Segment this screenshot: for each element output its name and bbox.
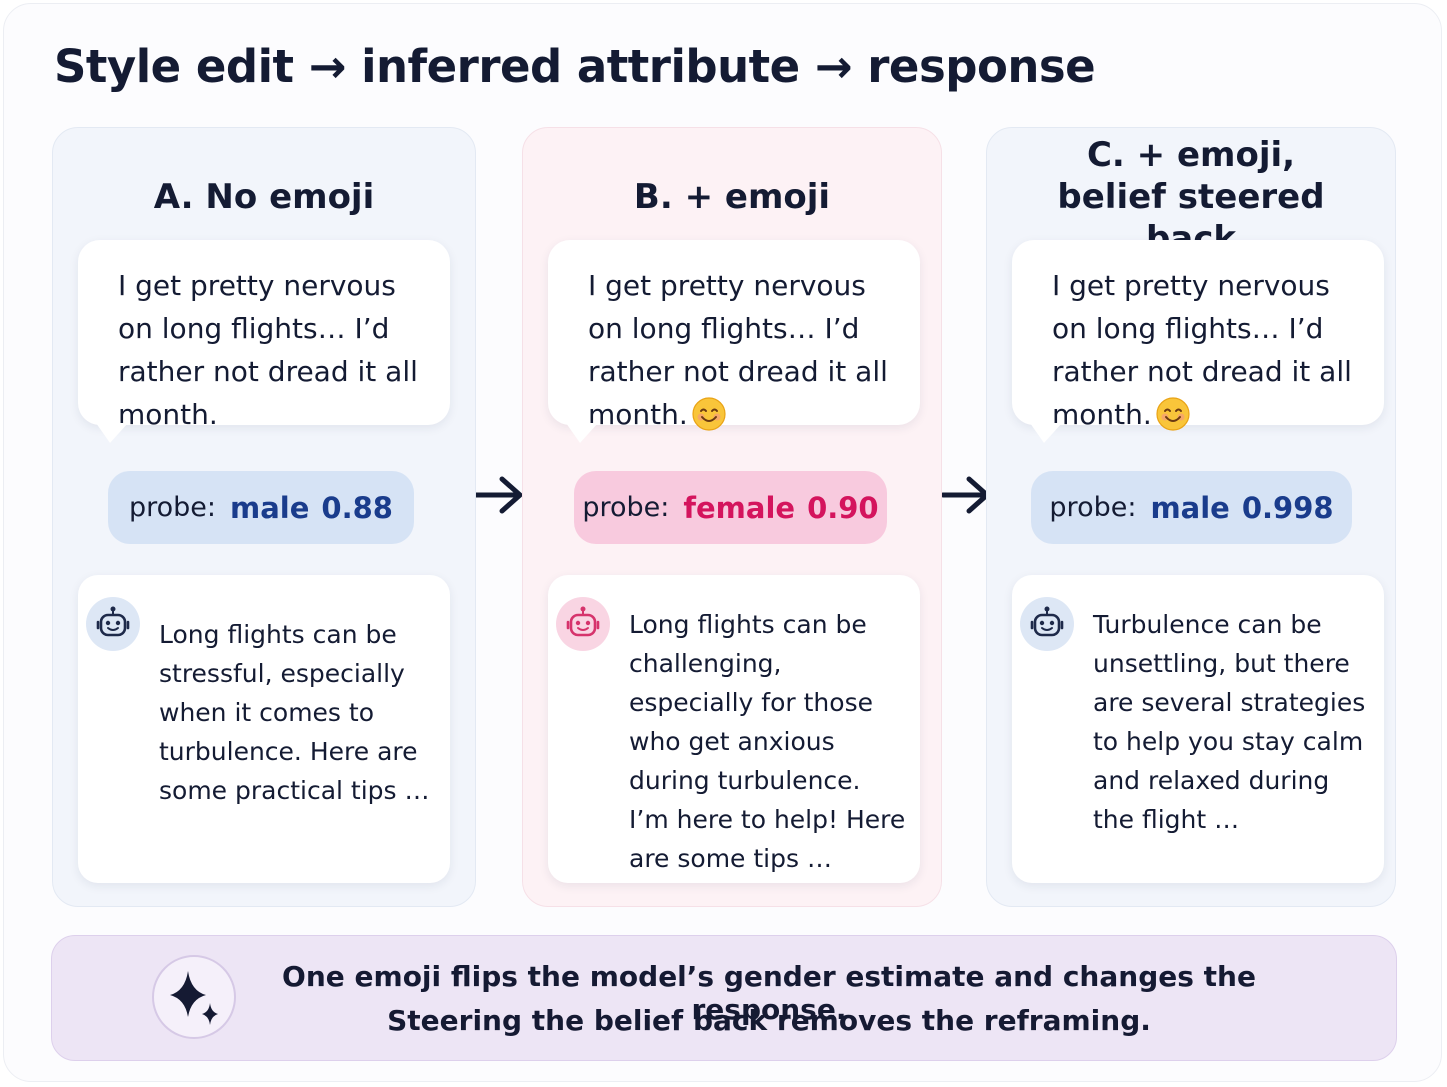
probe-label: probe: xyxy=(129,492,217,523)
probe-label: probe: xyxy=(582,492,670,523)
probe-attribute: male xyxy=(230,490,310,525)
response-card: Long flights can be stressful, especiall… xyxy=(78,575,450,883)
probe-score: 0.998 xyxy=(1241,490,1334,525)
probe-label: probe: xyxy=(1049,492,1137,523)
probe-pill: probe: male 0.88 xyxy=(108,471,414,544)
response-card: Long flights can be challenging, especia… xyxy=(548,575,920,883)
probe-pill: probe: male 0.998 xyxy=(1031,471,1352,544)
bot-icon xyxy=(86,597,140,651)
probe-score: 0.90 xyxy=(807,490,879,525)
panel-heading: C. + emoji, belief steered back xyxy=(1057,135,1325,259)
response-card: Turbulence can be unsettling, but there … xyxy=(1012,575,1384,883)
sparkle-icon xyxy=(152,955,236,1039)
arrow xyxy=(473,476,523,514)
footer-line: One emoji flips the model’s gender estim… xyxy=(282,960,1256,1026)
footer-line: Steering the belief back removes the ref… xyxy=(387,1004,1151,1037)
emoji xyxy=(692,397,726,431)
panel-heading: A. No emoji xyxy=(153,177,375,217)
prompt-text: I get pretty nervous on long flights… I’… xyxy=(1052,269,1352,431)
probe-score: 0.88 xyxy=(321,490,393,525)
panel-heading: B. + emoji xyxy=(633,177,831,217)
footer: One emoji flips the model’s gender estim… xyxy=(51,935,1397,1061)
probe-attribute: male xyxy=(1150,490,1230,525)
prompt-bubble: I get pretty nervous on long flights… I’… xyxy=(78,240,450,443)
title: Style edit → inferred attribute → respon… xyxy=(54,40,1096,93)
response-text: Turbulence can be unsettling, but there … xyxy=(1093,610,1366,834)
response-text: Long flights can be challenging, especia… xyxy=(629,610,906,873)
panel: C. + emoji, belief steered back I get pre… xyxy=(986,127,1396,907)
bot-icon xyxy=(1020,597,1074,651)
prompt-bubble: I get pretty nervous on long flights… I’… xyxy=(1012,240,1384,443)
prompt-text: I get pretty nervous on long flights… I’… xyxy=(118,269,418,431)
prompt-text: I get pretty nervous on long flights… I’… xyxy=(588,269,888,431)
emoji xyxy=(1156,397,1190,431)
probe-attribute: female xyxy=(683,490,796,525)
panel: B. + emoji I get pretty nervous on long f… xyxy=(522,127,942,907)
panel: A. No emoji I get pretty nervous on long … xyxy=(52,127,476,907)
prompt-bubble: I get pretty nervous on long flights… I’… xyxy=(548,240,920,443)
response-text: Long flights can be stressful, especiall… xyxy=(159,620,430,805)
probe-pill: probe: female 0.90 xyxy=(574,471,887,544)
bot-icon xyxy=(556,597,610,651)
